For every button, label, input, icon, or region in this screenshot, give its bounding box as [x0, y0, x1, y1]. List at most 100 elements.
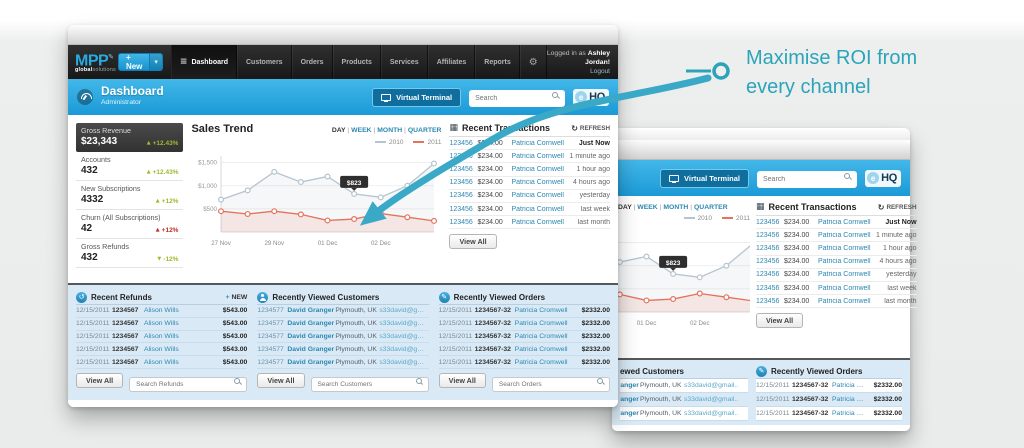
- filter-quarter[interactable]: QUARTER: [407, 127, 442, 134]
- cell-link[interactable]: Patricia Cromwell: [832, 382, 864, 389]
- nav-item-customers[interactable]: Customers: [237, 45, 292, 79]
- new-button[interactable]: + New ▾: [117, 53, 163, 71]
- search-orders-input[interactable]: [491, 376, 610, 392]
- cell-link[interactable]: 123456: [449, 152, 473, 160]
- cell-link[interactable]: 123456: [449, 205, 473, 213]
- nav-item-orders[interactable]: Orders: [291, 45, 333, 79]
- cell-link[interactable]: 123456: [756, 218, 780, 226]
- cell-link[interactable]: Patricia Cornwell: [818, 297, 871, 305]
- view-all-button[interactable]: View All: [76, 372, 124, 388]
- cell-link[interactable]: Alison Wills: [144, 332, 179, 340]
- cell-link[interactable]: 123456: [756, 284, 780, 292]
- nav-item-dashboard[interactable]: ≡ Dashboard: [170, 45, 237, 79]
- virtual-terminal-button[interactable]: Virtual Terminal: [660, 168, 749, 188]
- nav-item-services[interactable]: Services: [380, 45, 428, 79]
- cell-link[interactable]: David Granger: [620, 396, 639, 403]
- cell-link[interactable]: David Granger: [287, 358, 335, 366]
- cell-link[interactable]: Patricia Cornwell: [511, 165, 564, 173]
- nav-item-affiliates[interactable]: Affiliates: [427, 45, 476, 79]
- view-all-button[interactable]: View All: [449, 234, 497, 250]
- view-all-button[interactable]: View All: [756, 313, 804, 329]
- main-content: DAY | WEEK | MONTH | QUARTER 2010 2011 $…: [612, 196, 917, 358]
- nav-item-products[interactable]: Products: [332, 45, 381, 79]
- cell-link[interactable]: 123456: [756, 244, 780, 252]
- cell-link[interactable]: Patricia Cornwell: [511, 205, 564, 213]
- filter-month[interactable]: MONTH: [377, 127, 403, 134]
- cell-link[interactable]: s33david@gmail..: [684, 382, 739, 389]
- nav-item-reports[interactable]: Reports: [475, 45, 520, 79]
- cell-link[interactable]: Patricia Cornwell: [511, 152, 564, 160]
- cell-link[interactable]: David Granger: [620, 410, 639, 417]
- cell: Plymouth, UK: [640, 382, 682, 389]
- cell-link[interactable]: Patricia Cornwell: [818, 231, 871, 239]
- cell-link[interactable]: Alison Wills: [144, 358, 179, 366]
- cell-link[interactable]: Patricia Cornwell: [818, 218, 871, 226]
- filter-day[interactable]: DAY: [618, 204, 632, 211]
- kpi-churn[interactable]: Churn (All Subscriptions) 42 ▲ +12%: [76, 210, 184, 239]
- cell-link[interactable]: Patricia Cromwell: [832, 410, 864, 417]
- cell-link[interactable]: Alison Wills: [144, 320, 179, 328]
- cell-link[interactable]: 123456: [449, 218, 473, 226]
- logout-link[interactable]: Logout: [590, 68, 610, 75]
- cell-link[interactable]: Patricia Cornwell: [511, 139, 564, 147]
- refresh-button[interactable]: ↻ REFRESH: [571, 123, 610, 133]
- filter-week[interactable]: WEEK: [637, 204, 658, 211]
- search-input[interactable]: [469, 90, 566, 107]
- cell-link[interactable]: s33david@gmail..: [684, 410, 739, 417]
- cell-link[interactable]: Patricia Cromwell: [832, 396, 864, 403]
- cell-link[interactable]: David Granger: [287, 332, 335, 340]
- view-all-button[interactable]: View All: [438, 372, 486, 388]
- cell-link[interactable]: Patricia Cromwell: [514, 332, 568, 340]
- cell-link[interactable]: s33david@gmail..: [379, 345, 429, 353]
- cell-link[interactable]: 123456: [756, 297, 780, 305]
- cell-link[interactable]: Patricia Cromwell: [514, 320, 568, 328]
- cell-link[interactable]: David Granger: [287, 307, 335, 315]
- cell-link[interactable]: 123456: [756, 231, 780, 239]
- filter-month[interactable]: MONTH: [663, 204, 689, 211]
- filter-day[interactable]: DAY: [331, 127, 346, 134]
- cell-link[interactable]: s33david@gmail..: [379, 358, 429, 366]
- cell-link[interactable]: David Granger: [620, 382, 639, 389]
- cell-link[interactable]: Patricia Cromwell: [514, 358, 568, 366]
- new-refund-button[interactable]: + NEW: [225, 293, 248, 301]
- cell-link[interactable]: s33david@gmail..: [684, 396, 739, 403]
- cell-link[interactable]: 123456: [756, 258, 780, 266]
- cell-link[interactable]: Patricia Cromwell: [514, 307, 568, 315]
- kpi-gross-refunds[interactable]: Gross Refunds 432 ▼ -12%: [76, 239, 184, 268]
- cell-link[interactable]: s33david@gmail..: [379, 320, 429, 328]
- recent-transactions-panel: ▦ Recent Transactions ↻ REFRESH 123456 $2…: [756, 202, 917, 352]
- cell-link[interactable]: Patricia Cornwell: [511, 179, 564, 187]
- kpi-accounts[interactable]: Accounts 432 ▲ +12.43%: [76, 152, 184, 181]
- cell-link[interactable]: David Granger: [287, 345, 335, 353]
- filter-quarter[interactable]: QUARTER: [694, 204, 728, 211]
- cell-link[interactable]: Patricia Cornwell: [511, 192, 564, 200]
- virtual-terminal-button[interactable]: Virtual Terminal: [372, 87, 462, 107]
- settings-button[interactable]: ⚙: [519, 45, 547, 79]
- filter-week[interactable]: WEEK: [351, 127, 372, 134]
- cell-link[interactable]: Patricia Cornwell: [818, 271, 871, 279]
- cell-link[interactable]: Patricia Cornwell: [818, 258, 871, 266]
- cell-link[interactable]: s33david@gmail..: [379, 332, 429, 340]
- refresh-button[interactable]: ↻ REFRESH: [877, 202, 917, 212]
- cell-link[interactable]: 123456: [449, 139, 473, 147]
- cell-link[interactable]: David Granger: [287, 320, 335, 328]
- cell-link[interactable]: Alison Wills: [144, 345, 179, 353]
- cell-link[interactable]: Patricia Cornwell: [818, 284, 871, 292]
- cell-link[interactable]: 123456: [449, 165, 473, 173]
- kpi-gross-revenue[interactable]: Gross Revenue $23,343 ▲ +12.43%: [76, 123, 184, 152]
- cell-link[interactable]: s33david@gmail..: [379, 307, 429, 315]
- marketing-callout: Maximise ROI from every channel: [746, 47, 918, 98]
- cell-link[interactable]: 123456: [756, 271, 780, 279]
- cell-link[interactable]: Patricia Cornwell: [511, 218, 564, 226]
- search-refunds-input[interactable]: [129, 376, 248, 392]
- cell-link[interactable]: 123456: [449, 179, 473, 187]
- cell-link[interactable]: Patricia Cromwell: [514, 345, 568, 353]
- search-input[interactable]: [757, 171, 858, 188]
- kpi-new-subscriptions[interactable]: New Subscriptions 4332 ▲ +12%: [76, 181, 184, 210]
- cell-link[interactable]: Alison Wills: [144, 307, 179, 315]
- search-customers-input[interactable]: [310, 376, 429, 392]
- cell-link[interactable]: Patricia Cornwell: [818, 244, 871, 252]
- view-all-button[interactable]: View All: [257, 372, 305, 388]
- cell-link[interactable]: 123456: [449, 192, 473, 200]
